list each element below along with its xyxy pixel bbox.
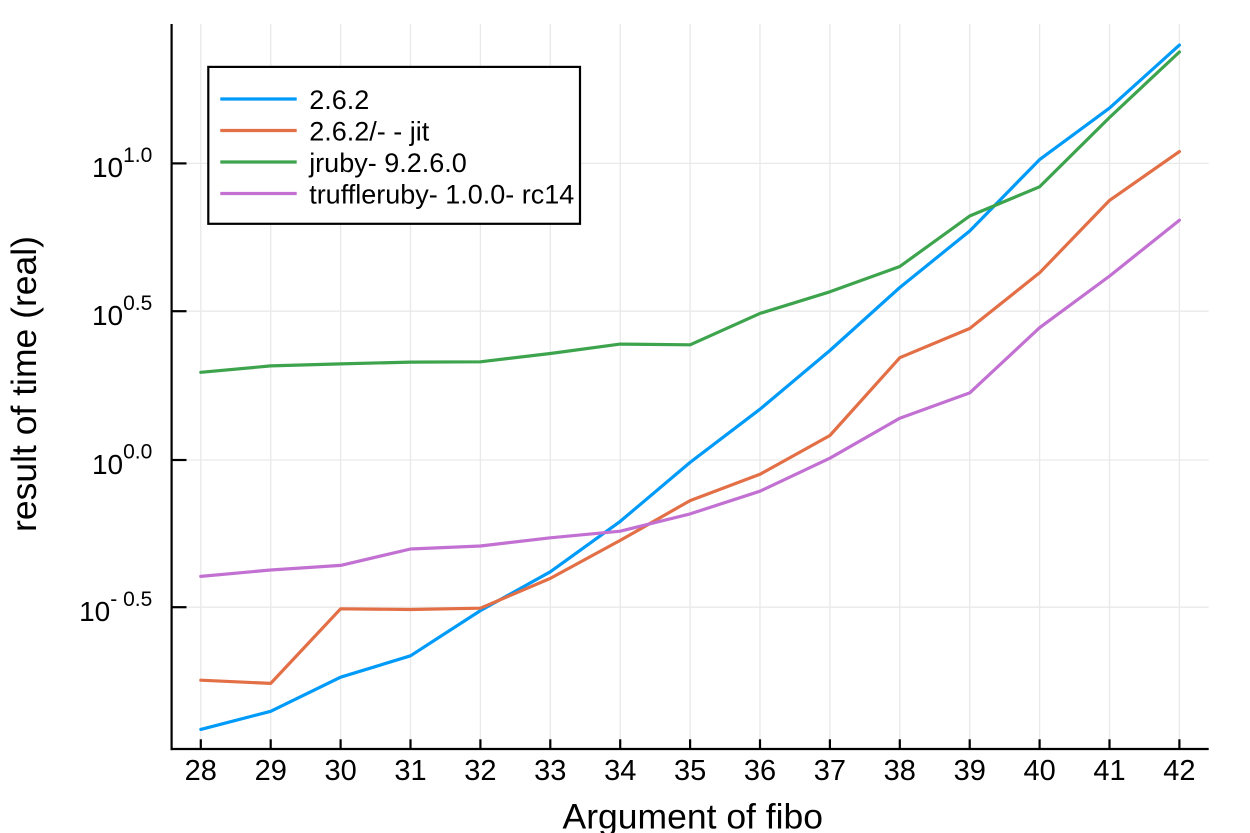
svg-text:32: 32 bbox=[464, 755, 496, 787]
svg-text:truffleruby- 1.0.0- rc14: truffleruby- 1.0.0- rc14 bbox=[309, 179, 574, 209]
svg-text:30: 30 bbox=[324, 755, 356, 787]
svg-text:28: 28 bbox=[185, 755, 217, 787]
svg-text:2.6.2: 2.6.2 bbox=[309, 85, 369, 115]
svg-text:101.0: 101.0 bbox=[92, 144, 152, 183]
svg-text:41: 41 bbox=[1093, 755, 1125, 787]
svg-text:31: 31 bbox=[394, 755, 426, 787]
svg-text:result of time (real): result of time (real) bbox=[4, 236, 44, 532]
svg-text:10- 0.5: 10- 0.5 bbox=[79, 588, 152, 627]
svg-text:39: 39 bbox=[954, 755, 986, 787]
svg-text:Argument of fibo: Argument of fibo bbox=[563, 797, 823, 833]
svg-text:34: 34 bbox=[604, 755, 636, 787]
svg-text:100.5: 100.5 bbox=[92, 292, 152, 331]
svg-text:29: 29 bbox=[255, 755, 287, 787]
svg-text:100.0: 100.0 bbox=[92, 441, 152, 480]
svg-text:2.6.2/- - jit: 2.6.2/- - jit bbox=[309, 116, 430, 146]
svg-text:42: 42 bbox=[1163, 755, 1195, 787]
svg-text:36: 36 bbox=[744, 755, 776, 787]
svg-text:35: 35 bbox=[674, 755, 706, 787]
svg-text:jruby- 9.2.6.0: jruby- 9.2.6.0 bbox=[308, 148, 467, 178]
svg-text:40: 40 bbox=[1023, 755, 1055, 787]
svg-text:33: 33 bbox=[534, 755, 566, 787]
svg-text:38: 38 bbox=[884, 755, 916, 787]
svg-text:37: 37 bbox=[814, 755, 846, 787]
